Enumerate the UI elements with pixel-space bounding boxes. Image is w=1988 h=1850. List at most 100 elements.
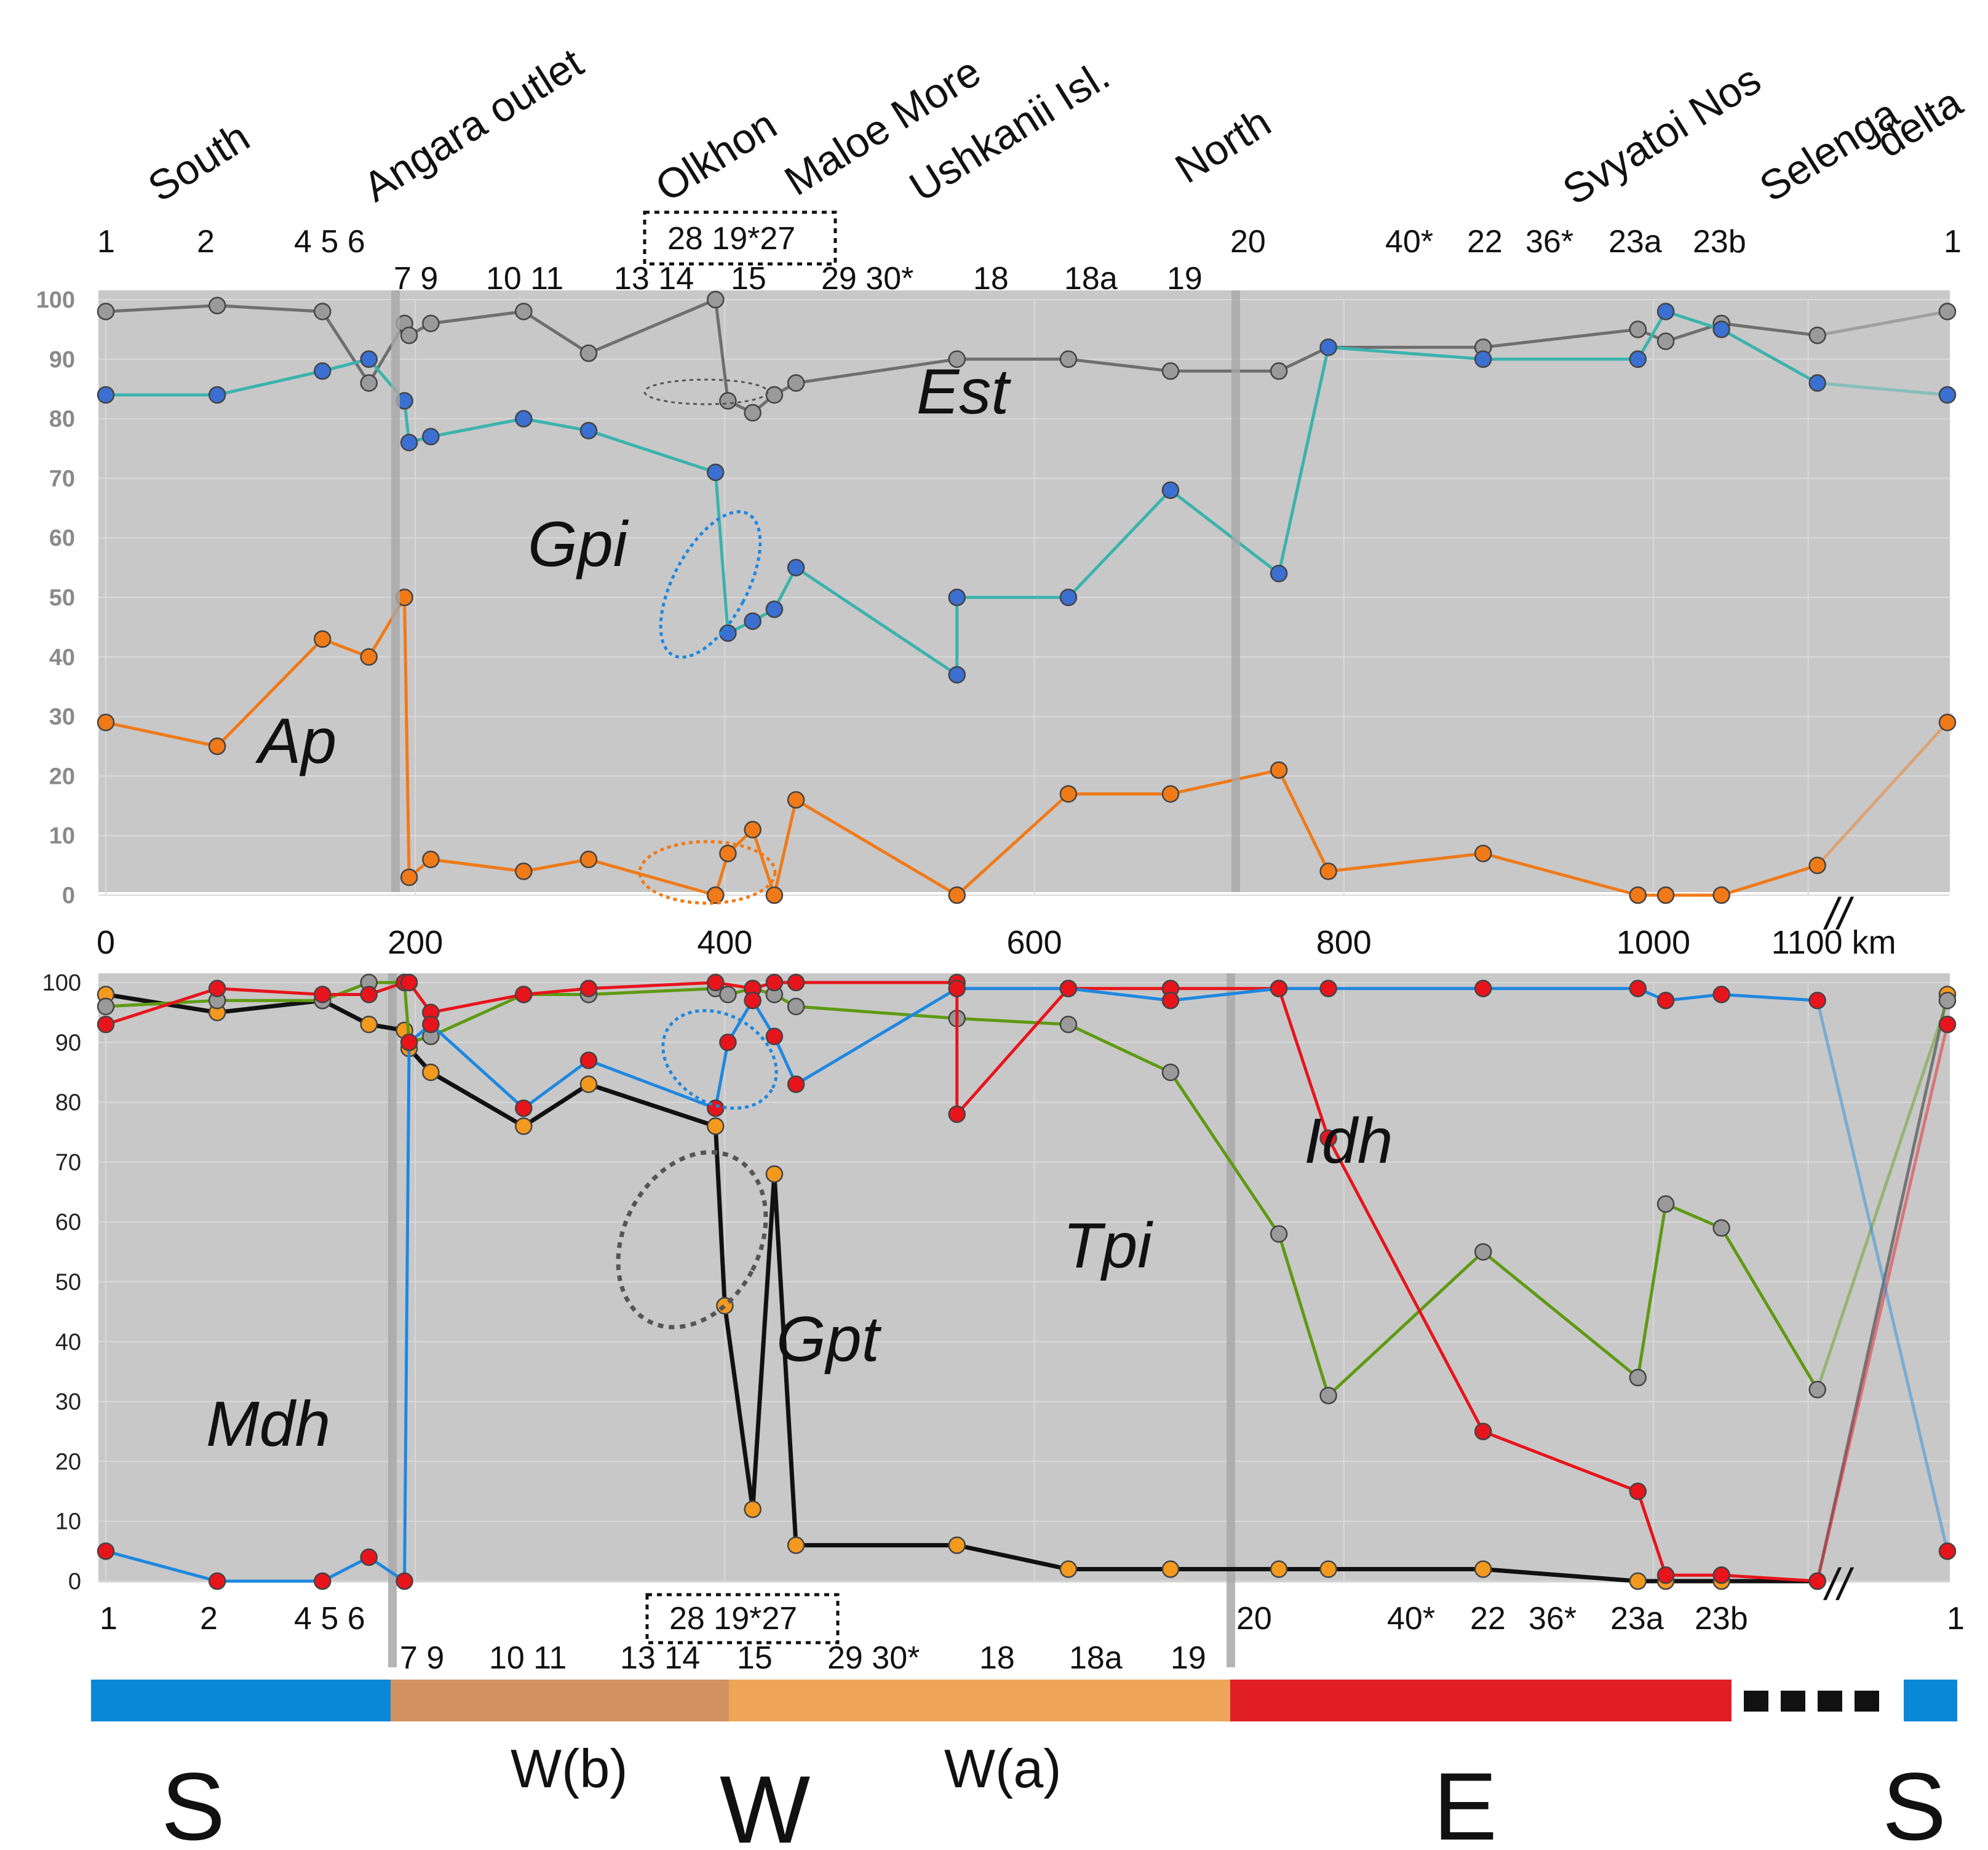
y-tick-label: 20 <box>49 764 75 789</box>
y-tick-label: 70 <box>55 1150 81 1176</box>
series-wrap-ap <box>1816 721 1949 867</box>
point-est <box>1656 332 1675 351</box>
y-tick-label: 10 <box>55 1509 81 1535</box>
point-ap <box>787 791 805 809</box>
top-y-ticks: 0 10 20 30 40 50 60 70 80 90 100 <box>36 287 75 909</box>
point-ap <box>1656 886 1675 904</box>
region-bar: W(b) W(a) S W E S <box>91 1680 1957 1850</box>
site-20: 20 <box>1230 224 1266 260</box>
point-ap <box>1712 886 1730 904</box>
mdh-label: Mdh <box>206 1389 330 1460</box>
loc-delta: delta <box>1869 79 1970 167</box>
point-idh <box>400 973 418 992</box>
bottom-site-18: 18 <box>979 1640 1015 1676</box>
point-est <box>744 404 761 422</box>
y-tick-label: 50 <box>55 1270 81 1296</box>
gpt-cluster-ellipse <box>616 1150 768 1330</box>
point-ap <box>1808 856 1826 874</box>
point-gpi <box>1712 321 1730 338</box>
bottom-site-10-11: 10 11 <box>489 1640 567 1676</box>
point-gpi <box>707 463 725 481</box>
site-2: 2 <box>197 224 215 260</box>
bottom-series-layer <box>97 973 1957 1590</box>
point-mdh <box>97 1542 115 1560</box>
site-18: 18 <box>973 261 1009 297</box>
point-gpt <box>515 1117 533 1135</box>
point-est <box>579 344 598 362</box>
region-bar-south-end <box>1904 1680 1957 1721</box>
loc-north: North <box>1167 98 1279 193</box>
point-ap <box>313 630 332 648</box>
bottom-site-23b: 23b <box>1695 1601 1748 1637</box>
ap-cluster-ellipse <box>638 840 777 905</box>
gpi-label: Gpi <box>528 509 629 580</box>
point-idh <box>97 1015 115 1034</box>
bottom-y-ticks: 0 10 20 30 40 50 60 70 80 90 100 <box>42 970 81 1595</box>
y-tick-label: 100 <box>42 970 81 996</box>
point-idh <box>579 979 598 997</box>
point-gpi <box>1656 303 1675 321</box>
point-gpt <box>787 1536 805 1554</box>
loc-angara: Angara outlet <box>356 39 591 211</box>
region-sub-wa: W(a) <box>944 1738 1062 1799</box>
loc-olkhon: Olkhon <box>648 101 785 211</box>
region-bar-west-a <box>729 1680 1230 1721</box>
point-idh <box>1656 1566 1675 1584</box>
bottom-boxed-sites: 28 19*27 <box>669 1601 797 1637</box>
region-label-s: S <box>161 1753 225 1850</box>
point-est <box>313 303 332 321</box>
point-mdh <box>1161 991 1180 1010</box>
top-x-ticks: 0 200 400 600 800 1000 1100 km <box>97 924 1896 961</box>
point-idh <box>1938 1015 1957 1034</box>
y-tick-label: 0 <box>62 883 75 909</box>
point-est <box>1938 303 1957 321</box>
point-ap <box>1270 761 1288 779</box>
ap-label: Ap <box>255 706 336 777</box>
gpt-label: Gpt <box>776 1304 882 1375</box>
point-est <box>1161 362 1180 380</box>
region-sub-wb: W(b) <box>511 1738 628 1799</box>
point-idh <box>948 1105 966 1123</box>
point-gpt <box>579 1075 598 1093</box>
point-ap <box>360 648 378 666</box>
point-gpi <box>1474 350 1492 369</box>
bottom-site-18a: 18a <box>1069 1640 1123 1676</box>
site-7-9: 7 9 <box>394 261 438 297</box>
point-ap <box>579 850 598 869</box>
tpi-label: Tpi <box>1063 1210 1153 1282</box>
y-tick-label: 40 <box>49 645 75 671</box>
region-bar-east <box>1230 1680 1732 1721</box>
point-ap <box>765 886 784 904</box>
bottom-site-20: 20 <box>1236 1601 1272 1637</box>
point-gpt <box>948 1536 966 1554</box>
y-tick-label: 80 <box>49 407 75 433</box>
site-36: 36* <box>1525 224 1573 260</box>
point-idh <box>1712 1566 1730 1584</box>
point-ap <box>719 844 737 863</box>
point-est <box>360 374 378 392</box>
y-tick-label: 90 <box>55 1030 81 1056</box>
point-gpi <box>97 386 115 404</box>
bottom-site-2: 2 <box>200 1601 218 1637</box>
point-mdh <box>719 1034 737 1051</box>
point-tpi <box>1319 1387 1337 1405</box>
point-mdh <box>1319 979 1337 997</box>
point-gpt <box>1270 1560 1288 1578</box>
bottom-divider-east <box>1227 973 1235 1667</box>
bottom-site-36: 36* <box>1529 1601 1576 1637</box>
point-gpi <box>744 612 761 630</box>
point-mdh <box>1270 979 1288 997</box>
point-est <box>1059 350 1078 369</box>
point-ap <box>1629 886 1647 904</box>
site-22: 22 <box>1467 224 1503 260</box>
series-wrap-est <box>1817 309 1948 337</box>
point-ap <box>97 714 115 732</box>
point-est <box>1629 321 1647 338</box>
point-ap <box>1059 785 1078 803</box>
x-tick-label: 0 <box>97 924 115 961</box>
point-tpi <box>1270 1225 1288 1243</box>
mdh-cluster-ellipse <box>661 1009 778 1110</box>
point-est <box>1270 362 1288 380</box>
gpi-cluster-ellipse <box>659 510 762 659</box>
